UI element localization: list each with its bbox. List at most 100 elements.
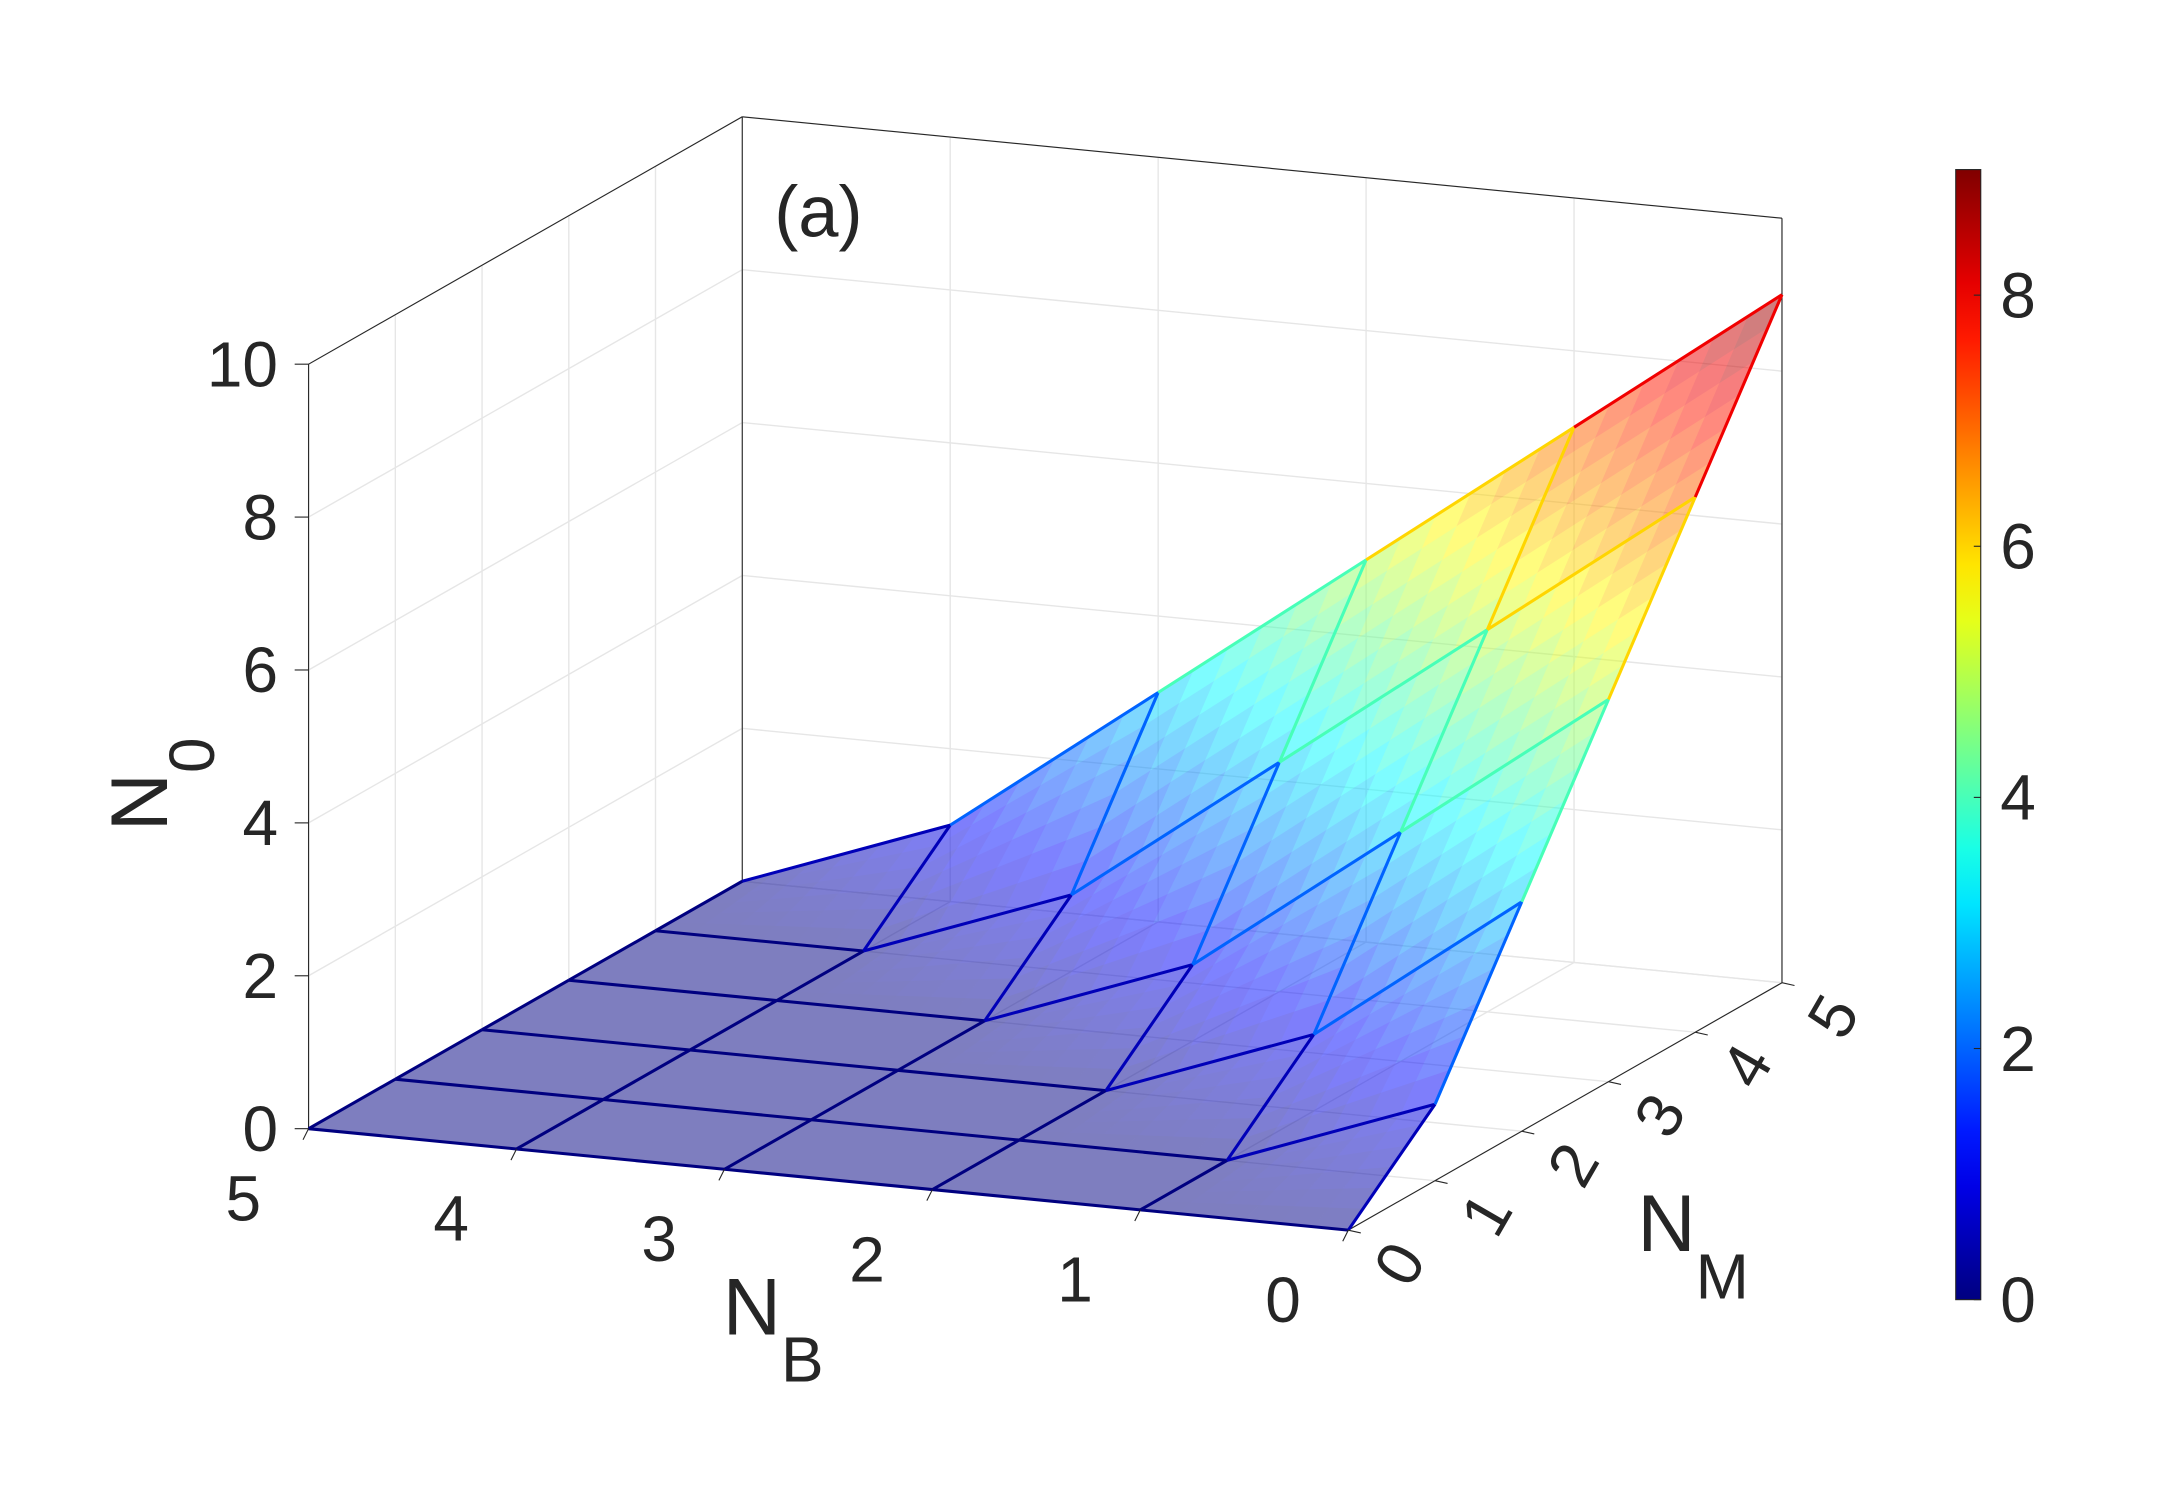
mesh-edge: [724, 1167, 933, 1192]
tick-mark: [926, 1189, 933, 1201]
tick-mark: [1342, 1229, 1349, 1242]
mesh-edge: [689, 999, 778, 1052]
axis-line: [308, 116, 743, 365]
y-tick-label: 4: [1706, 1032, 1786, 1099]
tick-mark: [1608, 1081, 1622, 1086]
mesh-edge: [983, 894, 1073, 1022]
tick-mark: [1134, 1209, 1141, 1222]
x-axis-label: NB: [723, 1262, 824, 1395]
tick-mark: [510, 1148, 518, 1161]
mesh-edge: [654, 879, 744, 933]
y-tick-label: 2: [1533, 1131, 1613, 1198]
x-tick-label: 1: [1057, 1244, 1093, 1316]
mesh-edge: [655, 929, 864, 953]
x-tick-label: 3: [641, 1203, 677, 1275]
mesh-edge: [811, 1118, 1020, 1142]
colorbar-tick-label: 2: [2000, 1013, 2036, 1085]
mesh-edge: [775, 949, 865, 1002]
mesh-edge: [516, 1147, 725, 1171]
label-subscript: B: [781, 1324, 824, 1396]
surface: [307, 293, 1783, 1231]
tick-mark: [1434, 1180, 1448, 1184]
mesh-edge: [1225, 1033, 1316, 1162]
mesh-edge: [1365, 425, 1575, 562]
axis-line: [742, 116, 1783, 219]
mesh-edge: [689, 1048, 899, 1072]
mesh-edge: [1070, 760, 1281, 897]
z-tick-label: 8: [242, 481, 278, 553]
mesh-edge: [863, 893, 1072, 953]
mesh-edge: [308, 1127, 517, 1151]
mesh-edge: [1347, 1103, 1437, 1232]
mesh-edge: [1018, 1138, 1228, 1162]
z-tick-label: 10: [207, 328, 278, 400]
mesh-edge: [481, 1028, 691, 1052]
colorbar-tick-label: 0: [2000, 1264, 2036, 1336]
mesh-edge: [1399, 629, 1489, 833]
mesh-edge: [897, 1019, 986, 1072]
label-base: N: [1637, 1179, 1695, 1269]
label-base: N: [95, 773, 185, 831]
z-tick-label: 6: [242, 634, 278, 706]
mesh-edge: [515, 1098, 605, 1151]
x-tick-label: 2: [849, 1223, 885, 1295]
axis-line: [1348, 982, 1783, 1231]
mesh-edge: [862, 824, 952, 952]
mesh-edge: [1312, 831, 1402, 1036]
y-tick-label: 0: [1359, 1230, 1439, 1297]
mesh-edge: [568, 978, 777, 1003]
mesh-edge: [394, 1028, 483, 1081]
grid-line: [308, 116, 1783, 365]
z-tick-label: 2: [242, 940, 278, 1012]
mesh-edge: [603, 1097, 812, 1122]
mesh-edge: [1486, 495, 1697, 631]
mesh-edge: [741, 823, 951, 883]
x-tick-label: 4: [433, 1183, 469, 1255]
colorbar-tick-label: 8: [2000, 259, 2036, 331]
z-tick-label: 4: [242, 787, 278, 859]
tick-mark: [1348, 1229, 1361, 1234]
mesh-edge: [932, 1188, 1141, 1212]
mesh-edge: [1157, 558, 1367, 694]
tick-mark: [718, 1169, 725, 1181]
annotation: (a): [774, 172, 862, 252]
mesh-edge: [1105, 1032, 1315, 1093]
y-tick-label: 1: [1446, 1181, 1526, 1248]
x-tick-label: 0: [1265, 1264, 1301, 1336]
mesh-edge: [897, 1068, 1107, 1093]
mesh-edge: [1520, 698, 1610, 903]
mesh-edge: [984, 963, 1194, 1023]
mesh-edge: [602, 1048, 691, 1101]
mesh-edge: [1313, 900, 1523, 1036]
mesh-edge: [1607, 496, 1697, 701]
y-axis-label: NM: [1637, 1179, 1748, 1312]
label-subscript: 0: [156, 737, 228, 773]
mesh-edge: [481, 978, 570, 1032]
mesh-edge: [1139, 1159, 1228, 1212]
mesh-edge: [1140, 1208, 1349, 1232]
colorbar: [1955, 169, 1982, 1301]
mesh-edge: [931, 1138, 1020, 1191]
mesh-edge: [1018, 1089, 1107, 1142]
mesh-edge: [568, 929, 657, 982]
tick-mark: [1521, 1130, 1535, 1135]
mesh-edge: [1070, 691, 1160, 896]
mesh-edge: [1191, 761, 1281, 966]
mesh-edge: [723, 1118, 812, 1171]
mesh-edge: [395, 1077, 604, 1102]
mesh-edge: [1226, 1102, 1436, 1162]
mesh-edge: [1693, 294, 1784, 498]
y-tick-label: 3: [1620, 1082, 1700, 1149]
z-tick-label: 0: [242, 1093, 278, 1165]
mesh-edge: [776, 999, 985, 1023]
z-axis-label: N0: [95, 737, 228, 831]
tick-mark: [1695, 1031, 1708, 1036]
x-tick-label: 5: [225, 1162, 261, 1234]
tick-mark: [1781, 982, 1795, 987]
mesh-edge: [1277, 559, 1368, 763]
colorbar-tick-label: 4: [2000, 762, 2036, 834]
mesh-edge: [307, 1077, 397, 1131]
mesh-edge: [1399, 698, 1610, 834]
y-tick-label: 5: [1793, 983, 1873, 1050]
